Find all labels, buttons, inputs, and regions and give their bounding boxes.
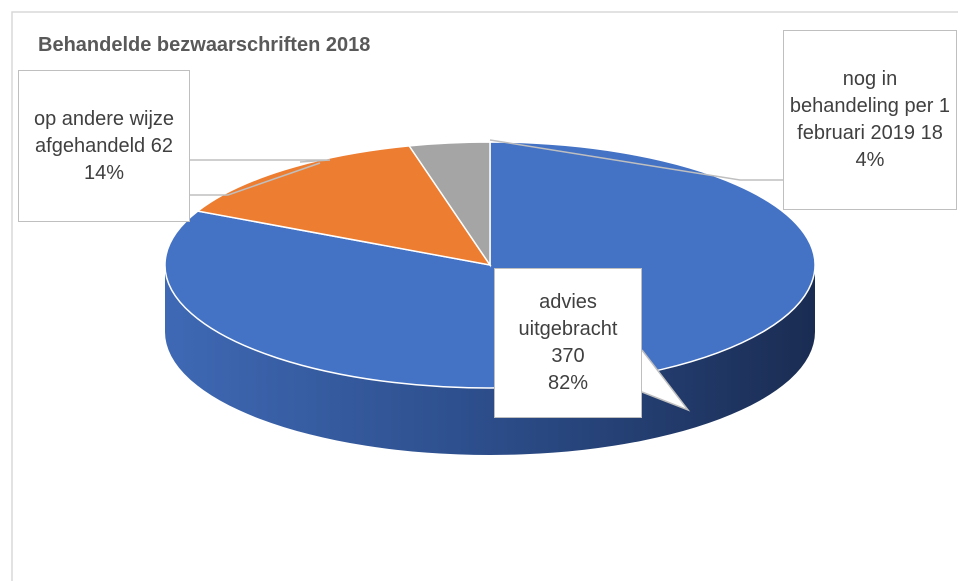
- percent-label: 14%: [83, 161, 125, 184]
- leader-line: [489, 139, 783, 181]
- pie-side: [165, 265, 815, 455]
- data-label: nog in behandeling per 1 februari 2019 1…: [783, 30, 957, 210]
- leader-line: [190, 159, 331, 196]
- chart-frame: [11, 11, 958, 581]
- percent-label: 4%: [855, 149, 885, 171]
- data-label: op andere wijze afgehandeld 62 14%: [18, 70, 190, 222]
- percent-label: 82%: [547, 372, 589, 394]
- data-label-text: advies uitgebracht 370 82%: [499, 289, 637, 397]
- category-label: nog in behandeling per 1 februari 2019: [789, 68, 951, 144]
- leader-line: [641, 349, 691, 412]
- value-label: 18: [920, 122, 943, 144]
- data-label-text: nog in behandeling per 1 februari 2019 1…: [788, 66, 952, 174]
- pie-slice: [407, 141, 491, 268]
- data-label-text: op andere wijze afgehandeld 62 14%: [23, 106, 185, 187]
- category-label: op andere wijze afgehandeld: [33, 107, 175, 157]
- chart-title: Behandelde bezwaarschriften 2018: [38, 34, 371, 56]
- category-label: advies uitgebracht: [518, 291, 618, 340]
- value-label: 62: [150, 134, 173, 157]
- pie-slice: [196, 145, 492, 267]
- value-label: 370: [551, 345, 585, 367]
- data-label: advies uitgebracht 370 82%: [494, 268, 642, 418]
